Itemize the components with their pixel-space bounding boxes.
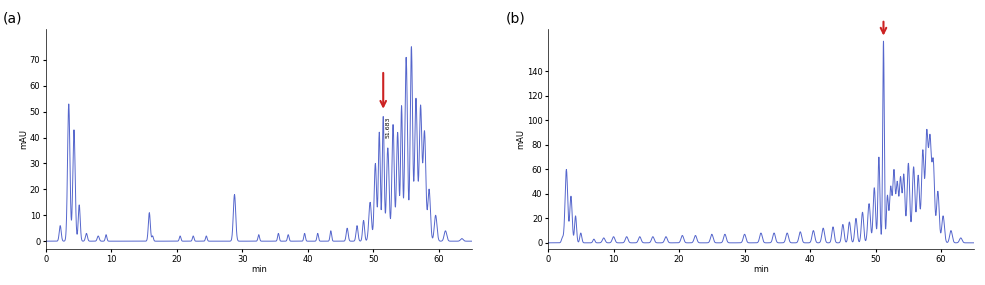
X-axis label: min: min [251, 265, 267, 274]
Y-axis label: mAU: mAU [20, 129, 29, 149]
Y-axis label: mAU: mAU [516, 129, 525, 149]
Text: 51.683: 51.683 [385, 117, 390, 138]
Text: (b): (b) [505, 11, 525, 25]
X-axis label: min: min [753, 265, 769, 274]
Text: (a): (a) [3, 11, 23, 25]
